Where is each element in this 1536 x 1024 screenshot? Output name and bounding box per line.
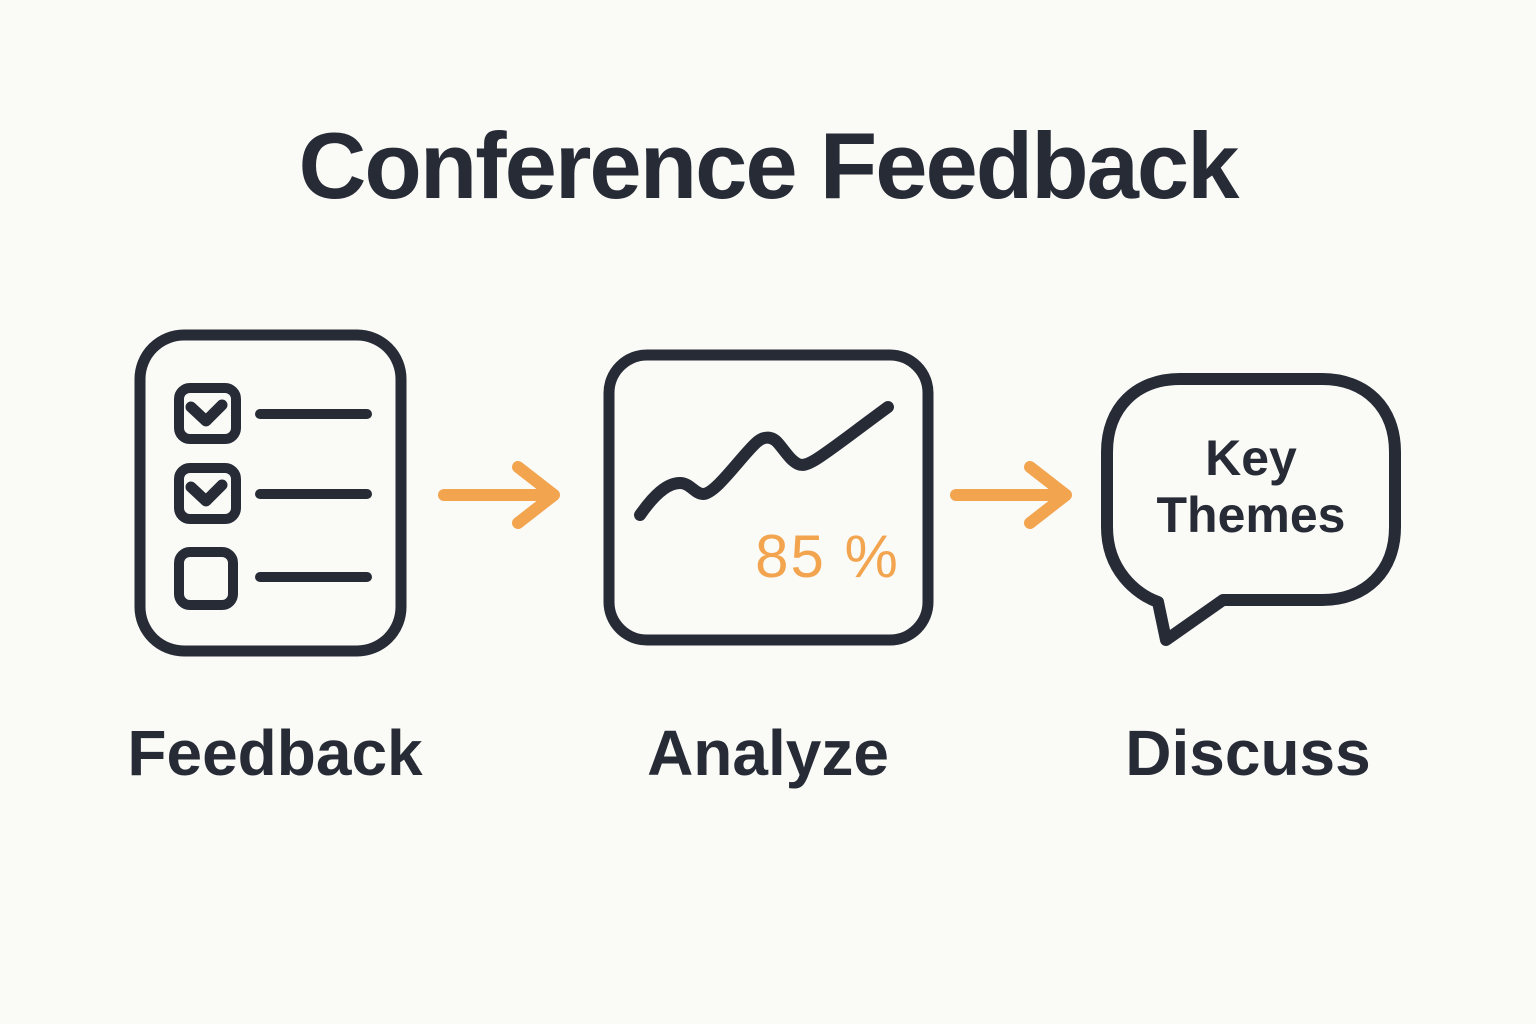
bubble-text: Key Themes — [1100, 430, 1402, 544]
trend-chart-icon — [602, 348, 935, 647]
page-title: Conference Feedback — [298, 113, 1240, 218]
speech-bubble-icon-svg — [1101, 373, 1401, 646]
arrow-right-icon-svg — [438, 461, 560, 529]
arrow-right-icon — [436, 458, 562, 532]
bubble-text-line-2: Themes — [1156, 487, 1346, 543]
checklist-icon — [133, 328, 408, 658]
stat-value: 85 % — [755, 523, 900, 590]
step-label-feedback: Feedback — [127, 717, 423, 789]
arrow-right-icon-svg — [950, 461, 1072, 529]
step-label-discuss: Discuss — [1125, 717, 1371, 789]
checklist-icon-svg — [134, 329, 407, 657]
arrow-right-icon — [948, 458, 1074, 532]
step-label-analyze: Analyze — [647, 717, 889, 789]
speech-bubble-icon — [1100, 372, 1402, 657]
trend-chart-icon-svg — [603, 349, 934, 646]
bubble-text-line-1: Key — [1205, 430, 1297, 486]
